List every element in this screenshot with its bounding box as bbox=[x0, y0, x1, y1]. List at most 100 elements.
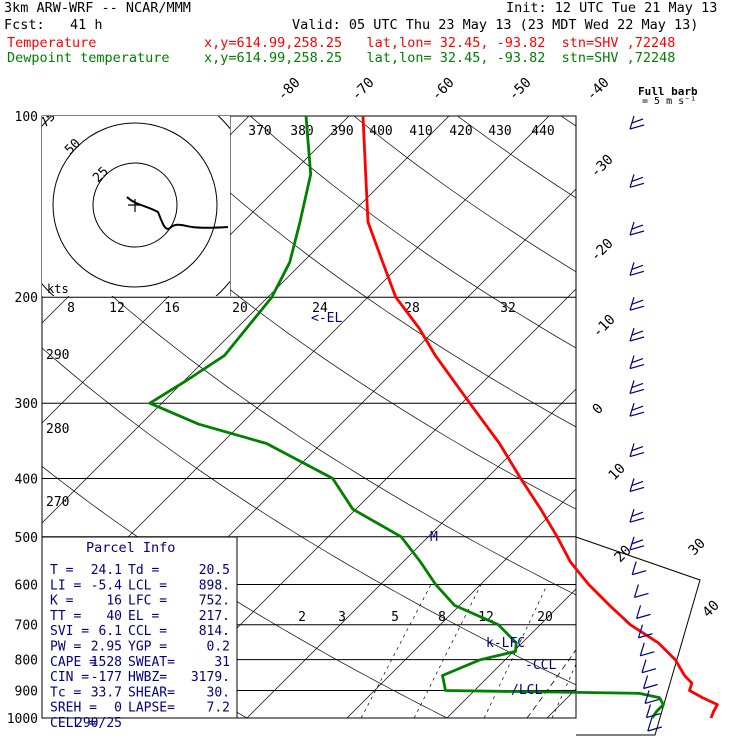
pressure-tick-label: 200 bbox=[15, 291, 38, 306]
moist-adiabat bbox=[587, 297, 740, 718]
isotherm-label: 0 bbox=[590, 401, 607, 418]
mixing-ratio-lower-label: 20 bbox=[537, 610, 553, 625]
parcel-value: 752. bbox=[199, 594, 230, 609]
parcel-key: SREH = bbox=[50, 701, 97, 716]
theta-e-label: 380 bbox=[290, 124, 313, 139]
m-marker: M bbox=[430, 530, 438, 545]
mixing-ratio-upper-label: 8 bbox=[67, 301, 75, 316]
wind-barb bbox=[629, 355, 645, 370]
dry-adiabat bbox=[42, 230, 576, 596]
dry-adiabat bbox=[353, 116, 576, 273]
parcel-key: TT = bbox=[50, 609, 81, 624]
model-title: 3km ARW-WRF -- NCAR/MMM bbox=[4, 0, 191, 16]
temperature-line bbox=[361, 115, 719, 719]
theta-e-label: 370 bbox=[248, 124, 271, 139]
hodograph-trace bbox=[126, 196, 229, 230]
isotherm-label: -30 bbox=[588, 152, 617, 181]
full-barb-unit: = 5 m s⁻¹ bbox=[642, 96, 696, 107]
wind-barb bbox=[629, 380, 645, 395]
barb-frame bbox=[575, 536, 701, 736]
theta-label: 290 bbox=[46, 348, 69, 363]
wind-barb bbox=[635, 605, 651, 619]
isotherm-line bbox=[42, 116, 450, 524]
wind-barb bbox=[633, 584, 649, 599]
isotherm-line bbox=[647, 116, 740, 718]
init-time: Init: 12 UTC Tue 21 May 13 bbox=[506, 0, 718, 16]
mixing-ratio-lower-label: 5 bbox=[391, 610, 399, 625]
theta-e-label: 410 bbox=[409, 124, 432, 139]
wind-barb bbox=[629, 174, 645, 188]
parcel-key: SWEAT= bbox=[128, 655, 175, 670]
wind-barb bbox=[629, 478, 645, 493]
pressure-tick-label: 500 bbox=[15, 531, 38, 546]
isotherm-label: -50 bbox=[506, 75, 535, 104]
isotherm-line bbox=[346, 488, 576, 718]
hodograph-ring bbox=[52, 122, 218, 288]
temperature-legend-label: Temperature bbox=[7, 35, 97, 51]
hodograph-units: kts bbox=[47, 282, 69, 296]
wind-barb bbox=[629, 221, 645, 236]
parcel-key: LCL = bbox=[128, 578, 167, 593]
wind-barb bbox=[645, 704, 661, 719]
parcel-value: 7.2 bbox=[207, 701, 230, 716]
forecast-label: Fcst: bbox=[4, 17, 45, 33]
el-marker: <-EL bbox=[311, 311, 342, 326]
parcel-key: YGP = bbox=[128, 640, 167, 655]
isotherm-label: 30 bbox=[686, 536, 709, 559]
pressure-tick-label: 100 bbox=[15, 110, 38, 125]
parcel-value: 40 bbox=[106, 609, 122, 624]
parcel-key: CELL = bbox=[50, 716, 97, 731]
mixing-ratio-line bbox=[360, 584, 432, 718]
isotherm-line bbox=[146, 288, 576, 718]
theta-e-label: 420 bbox=[449, 124, 472, 139]
parcel-key: Tc = bbox=[50, 685, 81, 700]
theta-e-label: 390 bbox=[330, 124, 353, 139]
valid-time: Valid: 05 UTC Thu 23 May 13 (23 MDT Wed … bbox=[292, 17, 699, 33]
parcel-info-box bbox=[41, 536, 238, 719]
wind-barb bbox=[637, 624, 653, 639]
wind-barb bbox=[629, 297, 645, 311]
theta-e-label: 400 bbox=[369, 124, 392, 139]
pressure-tick-label: 700 bbox=[15, 619, 38, 634]
parcel-value: 31 bbox=[214, 655, 230, 670]
pressure-tick-label: 400 bbox=[15, 472, 38, 487]
pressure-tick-label: 900 bbox=[15, 684, 38, 699]
parcel-value: -177 bbox=[91, 670, 122, 685]
wind-barb bbox=[644, 690, 660, 705]
theta-e-label: 430 bbox=[488, 124, 511, 139]
parcel-value: 33.7 bbox=[91, 685, 122, 700]
parcel-value: 898. bbox=[199, 578, 230, 593]
dry-adiabat bbox=[42, 116, 576, 510]
parcel-key: EL = bbox=[128, 609, 159, 624]
wind-barb bbox=[629, 327, 645, 342]
isotherm-label: -10 bbox=[590, 312, 619, 341]
full-barb-title: Full barb bbox=[638, 85, 698, 98]
forecast-value: 41 h bbox=[70, 17, 103, 33]
parcel-key: LI = bbox=[50, 578, 81, 593]
parcel-value: 814. bbox=[199, 624, 230, 639]
theta-e-label: 440 bbox=[531, 124, 554, 139]
isotherm-label: -80 bbox=[275, 75, 304, 104]
parcel-value: 2.95 bbox=[91, 640, 122, 655]
mixing-ratio-upper-label: 32 bbox=[500, 301, 516, 316]
parcel-key: CAPE = bbox=[50, 655, 97, 670]
isotherm-label: -40 bbox=[584, 75, 613, 104]
dry-adiabat bbox=[146, 116, 576, 428]
mixing-ratio-line bbox=[413, 584, 482, 718]
moist-adiabat bbox=[647, 297, 740, 718]
mixing-ratio-upper-label: 24 bbox=[312, 301, 328, 316]
wind-barb bbox=[629, 403, 645, 417]
parcel-value: 217. bbox=[199, 609, 230, 624]
temperature-legend-info: x,y=614.99,258.25 lat,lon= 32.45, -93.82… bbox=[204, 35, 676, 51]
isotherm-label: -20 bbox=[588, 236, 617, 265]
parcel-key: SVI = bbox=[50, 624, 89, 639]
parcel-value: 3179. bbox=[191, 670, 230, 685]
plot-frame bbox=[41, 115, 577, 719]
isotherm-label: 10 bbox=[606, 461, 629, 484]
pressure-tick-label: 800 bbox=[15, 654, 38, 669]
parcel-key: LFC = bbox=[128, 594, 167, 609]
parcel-key: HWBZ= bbox=[128, 670, 167, 685]
hodograph-ring bbox=[92, 162, 178, 248]
parcel-value: 6.1 bbox=[99, 624, 122, 639]
